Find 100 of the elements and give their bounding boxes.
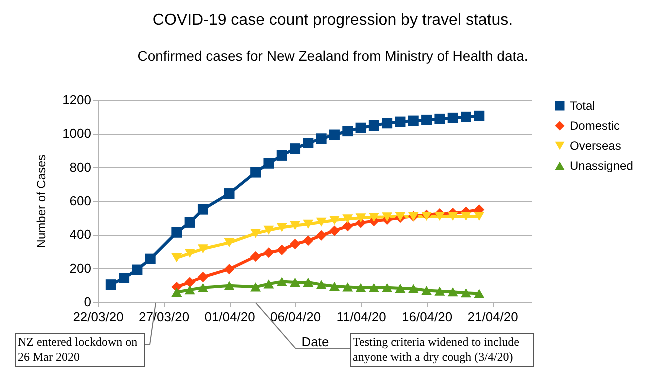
x-tick-label: 16/04/20	[402, 310, 453, 324]
point	[303, 138, 314, 149]
point	[184, 217, 196, 228]
point	[316, 134, 327, 144]
point	[368, 212, 380, 222]
point	[316, 218, 327, 227]
point	[356, 122, 366, 134]
point	[368, 283, 380, 292]
chart-title: COVID-19 case count progression by travel status.	[152, 12, 514, 29]
point	[382, 118, 393, 129]
point	[329, 216, 340, 226]
text: NZ entered lockdown on 26 Mar 2020	[15, 333, 145, 367]
point	[342, 282, 354, 292]
y-axis-title: Number of Cases	[34, 154, 49, 248]
y-tick-label: 0	[84, 294, 92, 310]
legend-label: Unassigned	[570, 159, 634, 173]
point	[290, 278, 301, 288]
point	[250, 229, 262, 238]
point	[172, 288, 182, 297]
point	[368, 120, 380, 131]
point	[408, 116, 419, 126]
point	[303, 278, 314, 288]
x-axis-title: Date	[302, 334, 330, 350]
point	[474, 289, 485, 298]
y-tick-label: 200	[70, 260, 92, 276]
point	[184, 248, 196, 258]
point	[224, 188, 235, 200]
y-tick-label: 600	[70, 194, 92, 208]
point	[329, 130, 340, 140]
point	[434, 212, 446, 222]
point	[461, 112, 472, 122]
point	[316, 230, 327, 241]
point	[119, 273, 130, 284]
point	[290, 144, 301, 154]
point	[184, 286, 196, 295]
x-tick-label: 01/04/20	[204, 310, 256, 324]
point	[264, 158, 274, 169]
y-tick-label: 1000	[62, 126, 92, 142]
point	[461, 212, 472, 222]
point	[408, 284, 419, 294]
point	[329, 282, 340, 292]
point	[474, 110, 485, 122]
point	[198, 272, 208, 282]
x-tick-label: 22/03/20	[73, 310, 124, 324]
point	[329, 226, 340, 236]
point	[198, 244, 208, 254]
legend-label: Total	[570, 99, 596, 113]
x-tick-label: 27/03/20	[138, 310, 190, 324]
point	[132, 264, 143, 276]
point	[145, 254, 156, 264]
point	[342, 126, 354, 137]
point	[224, 264, 235, 275]
chart-subtitle: Confirmed cases for New Zealand from Ministry of Health data.	[138, 48, 528, 64]
point	[382, 212, 393, 222]
point	[250, 251, 262, 262]
point	[276, 277, 288, 286]
x-tick-label: 21/04/20	[468, 310, 518, 324]
point	[250, 282, 262, 292]
y-tick-label: 1200	[62, 92, 92, 108]
point	[434, 114, 446, 124]
point	[264, 280, 274, 289]
point	[184, 277, 196, 288]
x-tick-label: 06/04/20	[270, 310, 322, 324]
point	[461, 288, 472, 298]
point	[224, 281, 235, 290]
legend-label: Domestic	[570, 119, 620, 133]
point	[382, 283, 393, 292]
point	[290, 239, 301, 250]
point	[172, 227, 182, 238]
point	[106, 280, 116, 290]
point	[276, 150, 288, 161]
text: Testing criteria widened to include anyone with a dry cough (3/4/20)	[350, 333, 534, 367]
point	[250, 167, 262, 178]
point	[316, 280, 327, 290]
point	[172, 254, 182, 263]
y-tick-label: 800	[70, 160, 92, 175]
point	[276, 244, 288, 256]
point	[448, 288, 458, 297]
point	[422, 114, 432, 126]
point	[448, 212, 458, 222]
point	[422, 286, 432, 296]
point	[342, 214, 354, 224]
point	[198, 283, 208, 292]
x-tick-label: 11/04/20	[336, 310, 386, 324]
point	[276, 223, 288, 232]
point	[224, 238, 235, 248]
legend-label: Overseas	[570, 139, 622, 153]
point	[342, 221, 354, 232]
point	[395, 284, 406, 294]
point	[290, 221, 301, 230]
point	[434, 286, 446, 296]
point	[303, 220, 314, 229]
point	[303, 236, 314, 246]
point	[356, 283, 366, 292]
point	[264, 248, 274, 258]
point	[448, 112, 458, 124]
point	[264, 226, 274, 235]
point	[198, 204, 208, 215]
point	[356, 214, 366, 223]
point	[395, 116, 406, 128]
